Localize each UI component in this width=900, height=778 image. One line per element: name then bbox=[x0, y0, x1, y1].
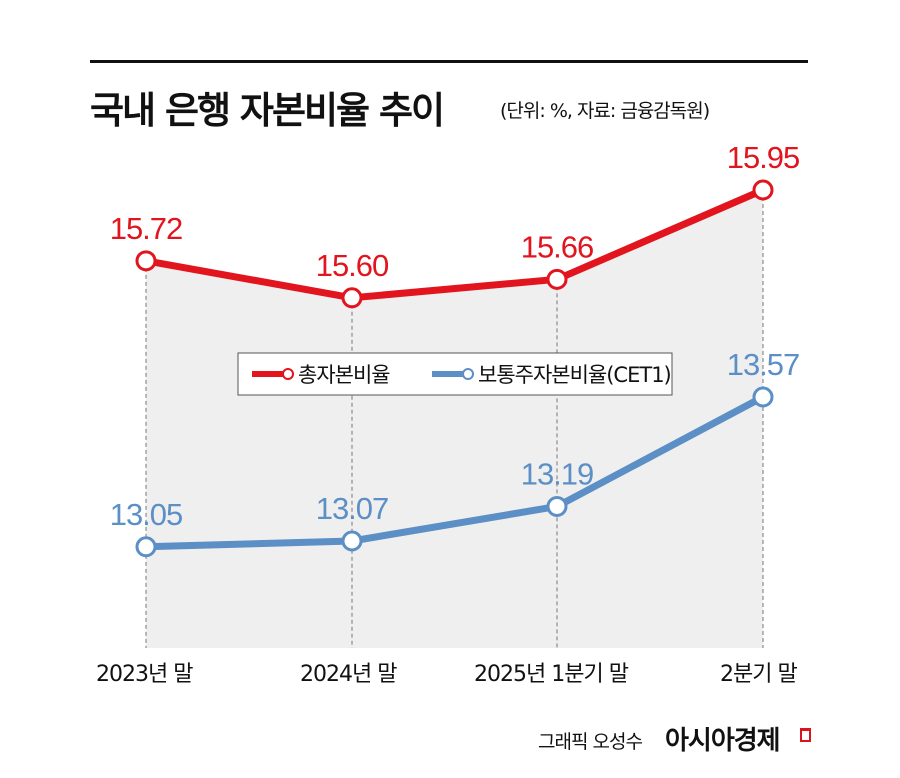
legend-label: 총자본비율 bbox=[298, 363, 390, 387]
top-rule bbox=[90, 60, 808, 63]
data-label: 15.60 bbox=[316, 248, 389, 283]
data-label: 15.66 bbox=[521, 229, 594, 264]
x-tick-label: 2023년 말 bbox=[96, 662, 193, 687]
data-point bbox=[135, 250, 157, 272]
legend-marker bbox=[282, 368, 294, 380]
data-label: 13.05 bbox=[110, 497, 183, 532]
data-point bbox=[341, 287, 363, 309]
data-point bbox=[546, 495, 568, 517]
series-line bbox=[145, 393, 765, 551]
brand-logo: 아시아경제 bbox=[665, 726, 781, 756]
legend-label: 보통주자본비율(CET1) bbox=[478, 363, 671, 387]
x-tick-label: 2024년 말 bbox=[300, 662, 397, 687]
data-label: 13.07 bbox=[316, 491, 389, 526]
series-line bbox=[145, 186, 765, 302]
chart-subtitle: (단위: %, 자료: 금융감독원) bbox=[500, 100, 710, 122]
data-point bbox=[341, 530, 363, 552]
data-label: 13.19 bbox=[521, 456, 594, 491]
area-fill bbox=[146, 190, 763, 648]
data-point bbox=[752, 179, 774, 201]
data-point bbox=[135, 536, 157, 558]
data-point bbox=[546, 268, 568, 290]
brand-mark-icon bbox=[800, 728, 811, 742]
data-point bbox=[752, 386, 774, 408]
data-label: 13.57 bbox=[727, 347, 800, 382]
chart-title: 국내 은행 자본비율 추이 bbox=[90, 89, 445, 132]
x-tick-label: 2분기 말 bbox=[720, 662, 798, 687]
x-tick-label: 2025년 1분기 말 bbox=[474, 662, 629, 687]
data-label: 15.95 bbox=[727, 140, 800, 175]
legend-marker bbox=[462, 368, 474, 380]
graphic-credit: 그래픽 오성수 bbox=[538, 731, 643, 753]
data-label: 15.72 bbox=[110, 211, 183, 246]
